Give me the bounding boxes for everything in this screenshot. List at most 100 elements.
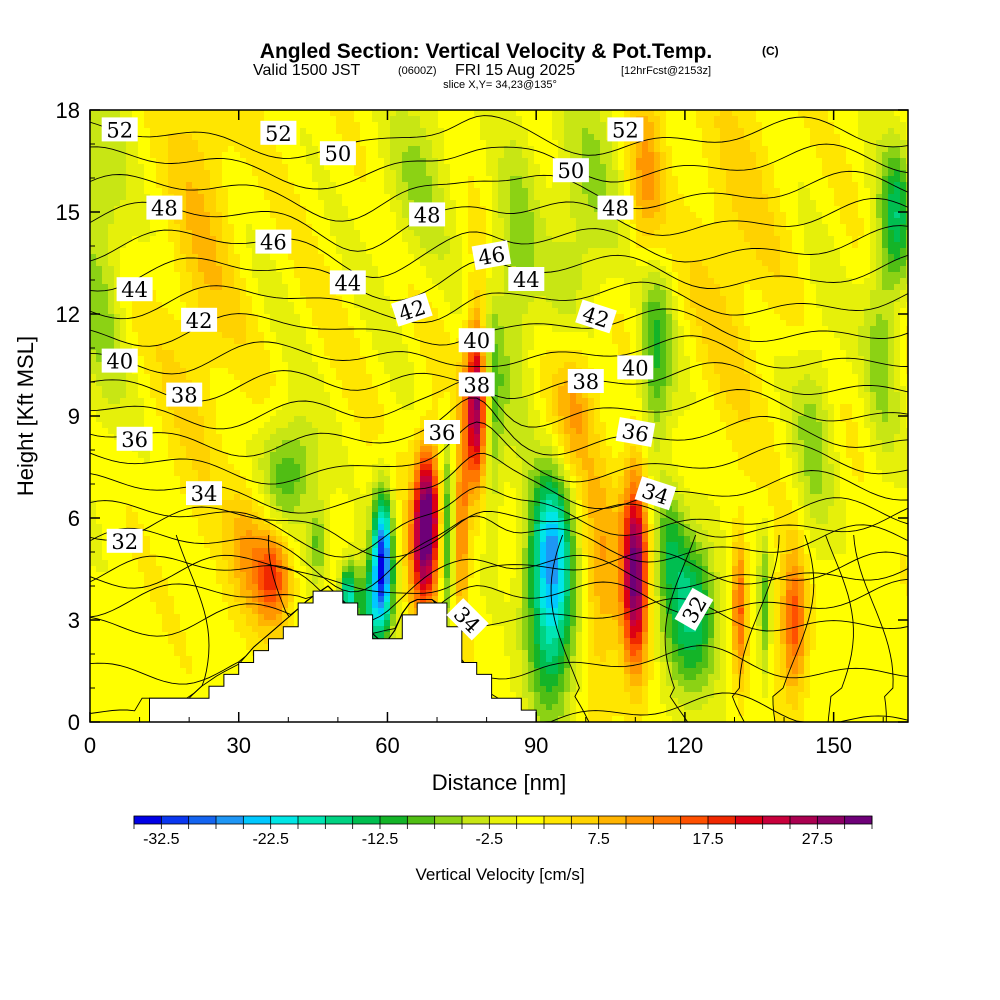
field-cell bbox=[834, 230, 841, 237]
field-cell bbox=[852, 122, 859, 129]
field-cell bbox=[306, 230, 313, 237]
field-cell bbox=[300, 308, 307, 315]
field-cell bbox=[408, 128, 415, 135]
field-cell bbox=[324, 308, 331, 315]
field-cell bbox=[648, 140, 655, 147]
field-cell bbox=[672, 254, 679, 261]
field-cell bbox=[666, 302, 673, 309]
field-cell bbox=[234, 302, 241, 309]
field-cell bbox=[630, 146, 637, 153]
field-cell bbox=[588, 218, 595, 225]
field-cell bbox=[870, 254, 877, 261]
field-cell bbox=[588, 266, 595, 273]
field-cell bbox=[588, 248, 595, 255]
field-cell bbox=[96, 326, 103, 333]
field-cell bbox=[468, 176, 475, 183]
field-cell bbox=[894, 212, 901, 219]
field-cell bbox=[540, 236, 547, 243]
field-cell bbox=[96, 260, 103, 267]
field-cell bbox=[678, 206, 685, 213]
field-cell bbox=[492, 320, 499, 327]
field-cell bbox=[672, 248, 679, 255]
field-cell bbox=[798, 176, 805, 183]
field-cell bbox=[678, 290, 685, 297]
field-cell bbox=[876, 122, 883, 129]
field-cell bbox=[372, 122, 379, 129]
field-cell bbox=[510, 134, 517, 141]
field-cell bbox=[552, 134, 559, 141]
field-cell bbox=[744, 248, 751, 255]
field-cell bbox=[882, 230, 889, 237]
field-cell bbox=[624, 320, 631, 327]
field-cell bbox=[678, 158, 685, 165]
field-cell bbox=[504, 134, 511, 141]
field-cell bbox=[372, 320, 379, 327]
field-cell bbox=[378, 152, 385, 159]
field-cell bbox=[90, 320, 97, 327]
field-cell bbox=[852, 248, 859, 255]
field-cell bbox=[648, 110, 655, 117]
field-cell bbox=[828, 176, 835, 183]
field-cell bbox=[132, 266, 139, 273]
field-cell bbox=[906, 320, 908, 327]
field-cell bbox=[210, 260, 217, 267]
field-cell bbox=[90, 248, 97, 255]
field-cell bbox=[696, 134, 703, 141]
field-cell bbox=[624, 164, 631, 171]
field-cell bbox=[438, 254, 445, 261]
field-cell bbox=[216, 116, 223, 123]
field-cell bbox=[492, 230, 499, 237]
field-cell bbox=[390, 224, 397, 231]
field-cell bbox=[696, 140, 703, 147]
field-cell bbox=[798, 170, 805, 177]
field-cell bbox=[438, 272, 445, 279]
field-cell bbox=[156, 152, 163, 159]
field-cell bbox=[222, 290, 229, 297]
field-cell bbox=[132, 230, 139, 237]
field-cell bbox=[294, 182, 301, 189]
field-cell bbox=[822, 170, 829, 177]
field-cell bbox=[204, 284, 211, 291]
field-cell bbox=[306, 188, 313, 195]
field-cell bbox=[360, 260, 367, 267]
field-cell bbox=[858, 188, 865, 195]
field-cell bbox=[102, 188, 109, 195]
field-cell bbox=[516, 218, 523, 225]
field-cell bbox=[786, 290, 793, 297]
field-cell bbox=[756, 260, 763, 267]
field-cell bbox=[360, 194, 367, 201]
field-cell bbox=[372, 302, 379, 309]
field-cell bbox=[894, 146, 901, 153]
field-cell bbox=[702, 134, 709, 141]
field-cell bbox=[600, 224, 607, 231]
field-cell bbox=[450, 296, 457, 303]
field-cell bbox=[342, 224, 349, 231]
field-cell bbox=[462, 122, 469, 129]
field-cell bbox=[216, 308, 223, 315]
field-cell bbox=[558, 296, 565, 303]
field-cell bbox=[612, 236, 619, 243]
field-cell bbox=[540, 200, 547, 207]
field-cell bbox=[816, 146, 823, 153]
field-cell bbox=[426, 140, 433, 147]
field-cell bbox=[414, 242, 421, 249]
field-cell bbox=[738, 176, 745, 183]
field-cell bbox=[324, 134, 331, 141]
field-cell bbox=[894, 128, 901, 135]
field-cell bbox=[360, 128, 367, 135]
field-cell bbox=[804, 200, 811, 207]
field-cell bbox=[636, 296, 643, 303]
field-cell bbox=[402, 212, 409, 219]
field-cell bbox=[672, 200, 679, 207]
field-cell bbox=[768, 116, 775, 123]
field-cell bbox=[234, 242, 241, 249]
field-cell bbox=[306, 122, 313, 129]
field-cell bbox=[678, 194, 685, 201]
field-cell bbox=[768, 182, 775, 189]
field-cell bbox=[456, 194, 463, 201]
field-cell bbox=[444, 194, 451, 201]
field-cell bbox=[120, 212, 127, 219]
field-cell bbox=[120, 164, 127, 171]
field-cell bbox=[564, 260, 571, 267]
field-cell bbox=[210, 182, 217, 189]
